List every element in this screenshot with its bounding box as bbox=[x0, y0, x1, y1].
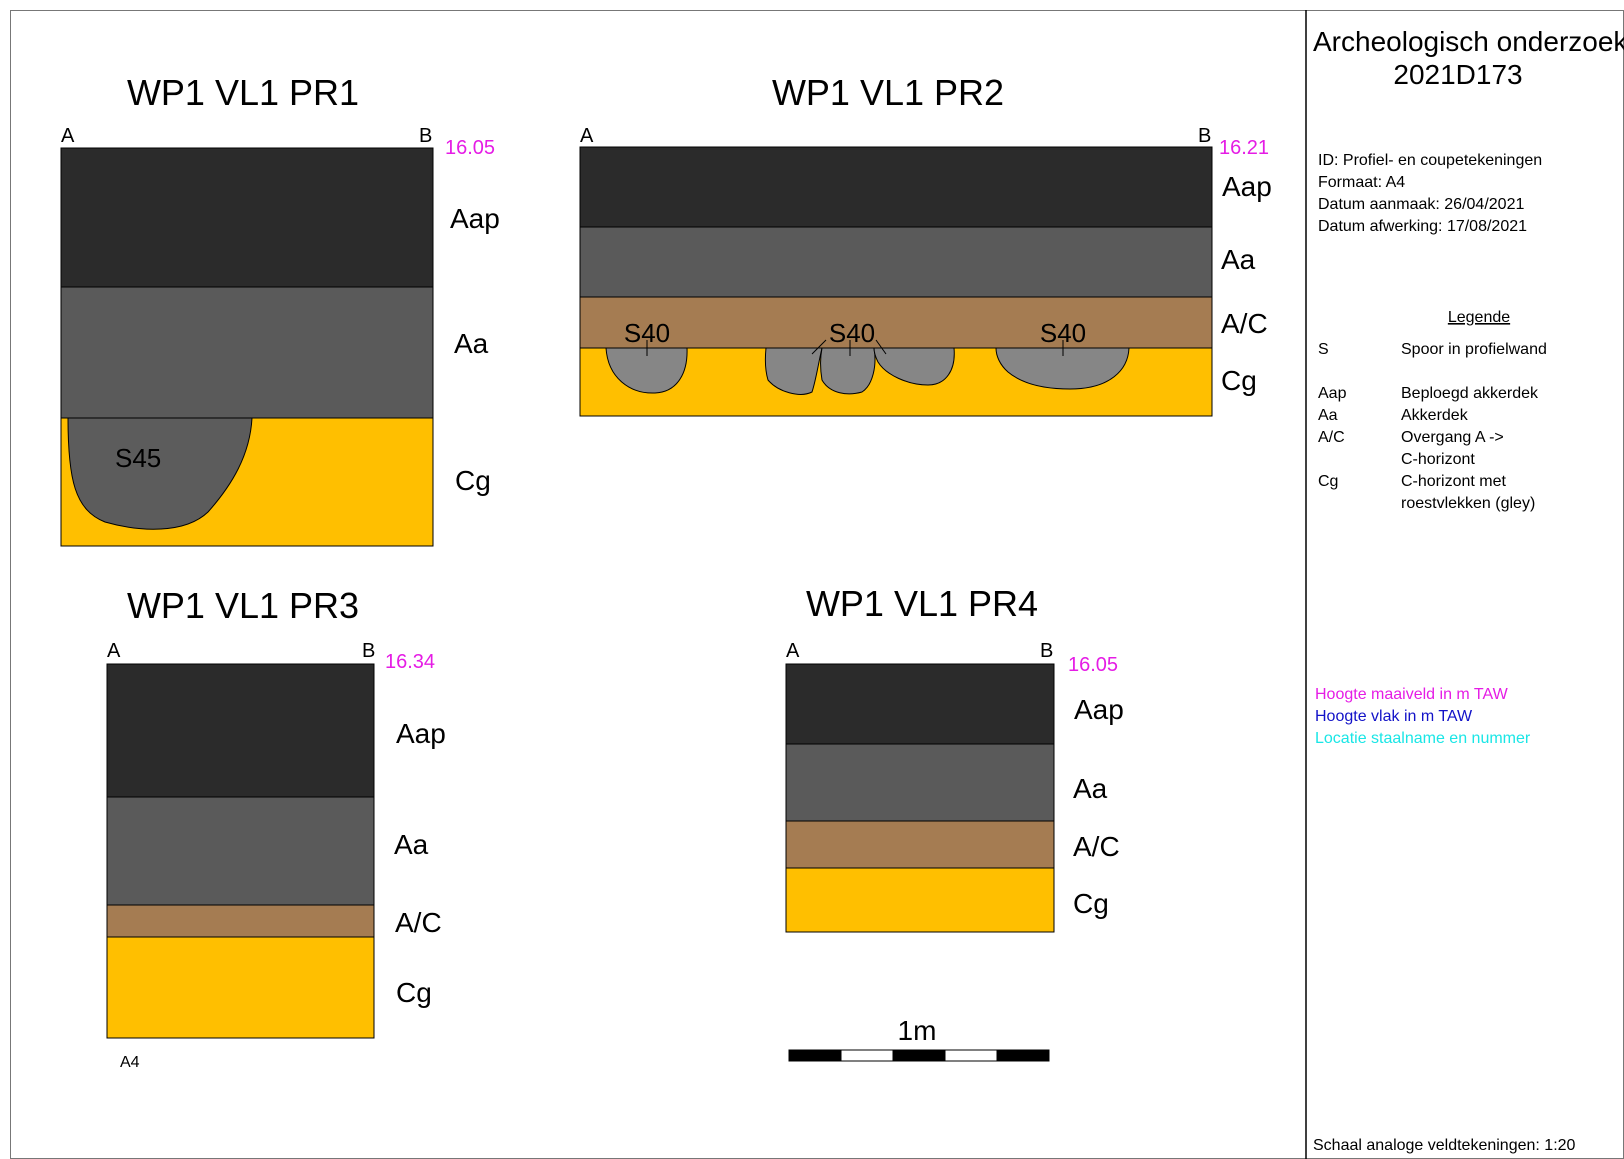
legend-code: S bbox=[1318, 341, 1329, 358]
layer-label: Cg bbox=[455, 465, 491, 496]
layer-label: Cg bbox=[396, 977, 432, 1008]
legend-sample-location: Locatie staalname en nummer bbox=[1315, 730, 1531, 747]
layer-aa bbox=[579, 226, 1213, 298]
point-b-label: B bbox=[419, 125, 432, 147]
layer-aap bbox=[579, 146, 1213, 228]
info-format: Formaat: A4 bbox=[1318, 174, 1405, 191]
feature-label: S45 bbox=[115, 443, 161, 473]
project-code: 2021D173 bbox=[1393, 59, 1522, 90]
legend-title: Legende bbox=[1448, 309, 1510, 326]
layer-label: A/C bbox=[1221, 308, 1268, 339]
layer-label: Aap bbox=[396, 718, 446, 749]
feature-s40 bbox=[605, 347, 688, 394]
layer-aa bbox=[785, 743, 1055, 822]
profile-pr3: WP1 VL1 PR3 A B 16.34 Aap Aa A/C Cg A4 bbox=[106, 585, 446, 1071]
surface-elevation: 16.34 bbox=[385, 651, 435, 673]
profile-pr2: WP1 VL1 PR2 A B 16.21 S40 S40 S40 Aap Aa… bbox=[579, 72, 1272, 417]
legend-code: Aa bbox=[1318, 407, 1338, 424]
point-a-label: A bbox=[61, 125, 75, 147]
layer-label: Aap bbox=[1074, 694, 1124, 725]
profile-title: WP1 VL1 PR4 bbox=[806, 583, 1038, 624]
legend-desc: roestvlekken (gley) bbox=[1401, 495, 1535, 512]
surface-elevation: 16.05 bbox=[1068, 654, 1118, 676]
layer-aap bbox=[60, 147, 434, 288]
legend-desc: Overgang A -> bbox=[1401, 429, 1504, 446]
info-date-finished: Datum afwerking: 17/08/2021 bbox=[1318, 218, 1527, 235]
point-a-label: A bbox=[786, 640, 800, 662]
layer-aa bbox=[106, 796, 375, 906]
project-title: Archeologisch onderzoek bbox=[1313, 26, 1624, 57]
layer-label: Cg bbox=[1221, 365, 1257, 396]
legend-desc: Beploegd akkerdek bbox=[1401, 385, 1539, 402]
profile-pr1: WP1 VL1 PR1 A B 16.05 S45 Aap Aa Cg bbox=[60, 72, 500, 547]
legend-desc: Spoor in profielwand bbox=[1401, 341, 1547, 358]
feature-label: S40 bbox=[624, 318, 670, 348]
scale-bar-segment bbox=[996, 1049, 1050, 1062]
feature-s40 bbox=[820, 347, 876, 395]
legend-desc: C-horizont bbox=[1401, 451, 1475, 468]
surface-elevation: 16.05 bbox=[445, 137, 495, 159]
scale-bar-segment bbox=[892, 1049, 946, 1062]
layer-label: Aa bbox=[1221, 244, 1256, 275]
legend-surface-height: Hoogte maaiveld in m TAW bbox=[1315, 686, 1509, 703]
layer-label: A/C bbox=[1073, 831, 1120, 862]
layer-label: Aa bbox=[394, 829, 429, 860]
scale-bar-segment bbox=[788, 1049, 842, 1062]
info-date-created: Datum aanmaak: 26/04/2021 bbox=[1318, 196, 1524, 213]
feature-leader bbox=[811, 339, 827, 355]
feature-leader bbox=[875, 339, 887, 355]
point-b-label: B bbox=[1198, 125, 1211, 147]
scale-bar: 1m bbox=[788, 1015, 1050, 1062]
legend-code: Aap bbox=[1318, 385, 1347, 402]
layer-ac bbox=[579, 296, 1213, 349]
point-b-label: B bbox=[1040, 640, 1053, 662]
point-a-label: A bbox=[580, 125, 594, 147]
layer-cg bbox=[785, 867, 1055, 933]
profile-title: WP1 VL1 PR1 bbox=[127, 72, 359, 113]
sheet-format-label: A4 bbox=[120, 1054, 140, 1071]
layer-cg bbox=[106, 936, 375, 1039]
feature-s40 bbox=[873, 347, 955, 386]
scale-bar-segment bbox=[840, 1049, 894, 1062]
legend-code: Cg bbox=[1318, 473, 1338, 490]
legend-plane-height: Hoogte vlak in m TAW bbox=[1315, 708, 1473, 725]
feature-s40 bbox=[995, 347, 1130, 390]
sidebar-title-block: Archeologisch onderzoek 2021D173 ID: Pro… bbox=[1313, 26, 1624, 1154]
legend-code: A/C bbox=[1318, 429, 1345, 446]
info-id: ID: Profiel- en coupetekeningen bbox=[1318, 152, 1542, 169]
profile-pr4: WP1 VL1 PR4 A B 16.05 Aap Aa A/C Cg bbox=[785, 583, 1124, 933]
profile-title: WP1 VL1 PR2 bbox=[772, 72, 1004, 113]
layer-aap bbox=[785, 663, 1055, 745]
point-a-label: A bbox=[107, 640, 121, 662]
layer-aap bbox=[106, 663, 375, 798]
point-b-label: B bbox=[362, 640, 375, 662]
layer-label: Aa bbox=[454, 328, 489, 359]
scale-bar-label: 1m bbox=[898, 1015, 937, 1046]
layer-ac bbox=[785, 820, 1055, 869]
layer-label: Cg bbox=[1073, 888, 1109, 919]
layer-ac bbox=[106, 904, 375, 938]
legend-desc: Akkerdek bbox=[1401, 407, 1469, 424]
legend-desc: C-horizont met bbox=[1401, 473, 1506, 490]
feature-label: S40 bbox=[1040, 318, 1086, 348]
layer-label: Aap bbox=[1222, 171, 1272, 202]
scale-note: Schaal analoge veldtekeningen: 1:20 bbox=[1313, 1137, 1576, 1154]
layer-aa bbox=[60, 286, 434, 419]
feature-s45 bbox=[67, 417, 253, 530]
layer-label: Aap bbox=[450, 203, 500, 234]
layer-label: Aa bbox=[1073, 773, 1108, 804]
feature-s40 bbox=[764, 347, 823, 395]
scale-bar-segment bbox=[944, 1049, 998, 1062]
surface-elevation: 16.21 bbox=[1219, 137, 1269, 159]
profile-title: WP1 VL1 PR3 bbox=[127, 585, 359, 626]
feature-label: S40 bbox=[829, 318, 875, 348]
layer-label: A/C bbox=[395, 907, 442, 938]
